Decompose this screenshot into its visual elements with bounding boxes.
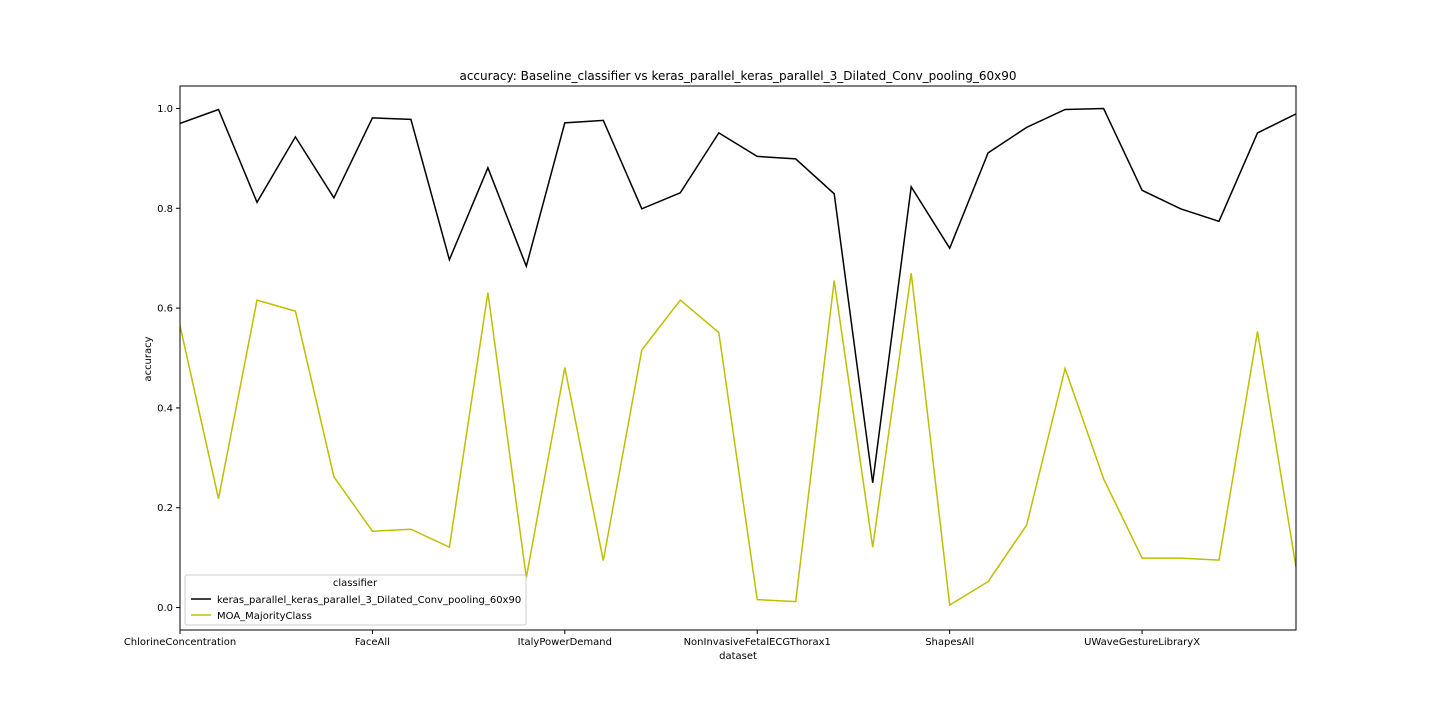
- y-tick-label: 0.4: [157, 403, 173, 414]
- x-tick-label: ItalyPowerDemand: [518, 637, 612, 648]
- x-axis: ChlorineConcentration FaceAll ItalyPowerDe…: [124, 630, 1200, 648]
- axes-frame: [179, 85, 1297, 631]
- series-line-1: [180, 107, 1296, 483]
- legend-label-series-2: MOA_MajorityClass: [217, 611, 312, 622]
- series-line-2: [180, 273, 1296, 607]
- y-tick-label: 0.0: [157, 603, 173, 614]
- x-axis-label: dataset: [719, 651, 757, 662]
- plot-area: [180, 107, 1296, 607]
- legend-label-series-1: keras_parallel_keras_parallel_3_Dilated_…: [217, 595, 521, 606]
- chart-title: accuracy: Baseline_classifier vs keras_p…: [459, 69, 1016, 83]
- y-tick-label: 0.8: [157, 204, 173, 215]
- y-axis-label: accuracy: [143, 336, 154, 381]
- legend-box: [184, 574, 527, 626]
- legend-title: classifier: [333, 578, 378, 589]
- y-tick-label: 0.2: [157, 503, 173, 514]
- x-tick-label: NonInvasiveFetalECGThorax1: [684, 637, 831, 648]
- x-tick-label: ChlorineConcentration: [124, 637, 236, 648]
- y-tick-label: 1.0: [157, 104, 173, 115]
- x-tick-label: ShapesAll: [925, 637, 974, 648]
- y-tick-label: 0.6: [157, 304, 173, 315]
- legend: classifier keras_parallel_keras_parallel…: [184, 574, 527, 626]
- x-tick-label: UWaveGestureLibraryX: [1084, 637, 1200, 648]
- x-tick-label: FaceAll: [355, 637, 390, 648]
- y-axis: 0.0 0.2 0.4 0.6 0.8 1.0: [157, 104, 180, 614]
